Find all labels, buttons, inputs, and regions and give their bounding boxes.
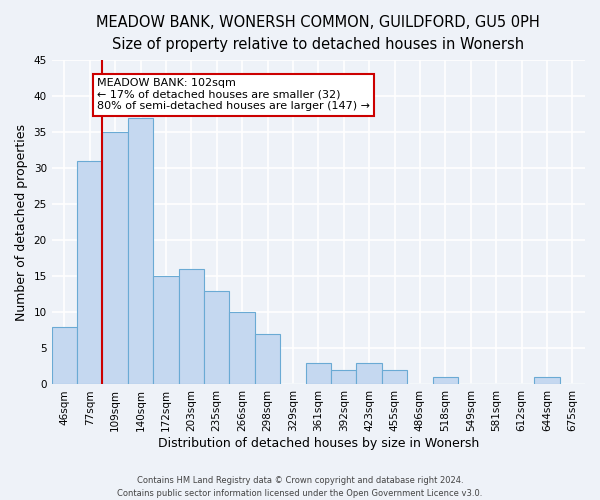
Bar bbox=[356, 363, 382, 384]
Bar bbox=[382, 370, 407, 384]
Bar bbox=[305, 363, 331, 384]
Bar bbox=[103, 132, 128, 384]
Bar bbox=[255, 334, 280, 384]
Text: MEADOW BANK: 102sqm
← 17% of detached houses are smaller (32)
80% of semi-detach: MEADOW BANK: 102sqm ← 17% of detached ho… bbox=[97, 78, 370, 112]
Bar bbox=[77, 161, 103, 384]
Text: Contains HM Land Registry data © Crown copyright and database right 2024.
Contai: Contains HM Land Registry data © Crown c… bbox=[118, 476, 482, 498]
Title: MEADOW BANK, WONERSH COMMON, GUILDFORD, GU5 0PH
Size of property relative to det: MEADOW BANK, WONERSH COMMON, GUILDFORD, … bbox=[97, 15, 540, 52]
Bar bbox=[179, 269, 204, 384]
Bar bbox=[229, 312, 255, 384]
X-axis label: Distribution of detached houses by size in Wonersh: Distribution of detached houses by size … bbox=[158, 437, 479, 450]
Bar bbox=[331, 370, 356, 384]
Bar bbox=[153, 276, 179, 384]
Bar bbox=[534, 378, 560, 384]
Bar bbox=[204, 291, 229, 384]
Bar bbox=[128, 118, 153, 384]
Bar bbox=[52, 327, 77, 384]
Bar bbox=[433, 378, 458, 384]
Y-axis label: Number of detached properties: Number of detached properties bbox=[15, 124, 28, 321]
